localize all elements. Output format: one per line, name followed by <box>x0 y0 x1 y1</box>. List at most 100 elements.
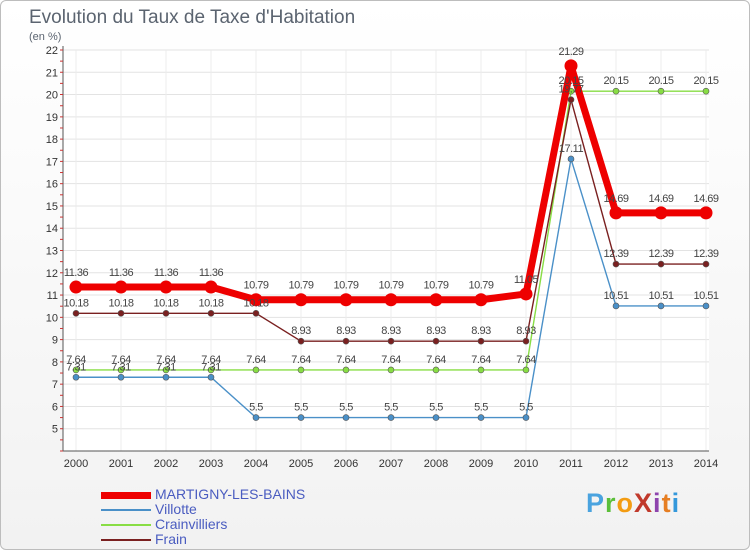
x-tick-label: 2013 <box>649 458 673 470</box>
data-point-villotte <box>657 302 665 310</box>
data-label-martigny-les-bains: 14.69 <box>693 193 718 205</box>
legend-label: Crainvilliers <box>155 516 228 532</box>
legend-swatch <box>101 509 151 511</box>
data-label-martigny-les-bains: 21.29 <box>558 46 583 58</box>
data-label-martigny-les-bains: 14.69 <box>603 193 628 205</box>
axes: 5 6 7 8 9 10 11 12 13 14 15 16 17 18 19 20 21 22 2000 2001 2… <box>46 45 718 470</box>
data-label-villotte: 7.31 <box>156 361 176 373</box>
data-label-frain: 8.93 <box>381 325 401 337</box>
data-label-frain: 10.18 <box>243 297 268 309</box>
data-label-martigny-les-bains: 10.79 <box>333 280 358 292</box>
data-point-villotte <box>612 302 620 310</box>
data-label-frain: 10.18 <box>63 297 88 309</box>
x-tick-label: 2014 <box>694 458 718 470</box>
data-label-frain: 12.39 <box>648 248 673 260</box>
data-point-frain <box>432 337 440 345</box>
data-label-villotte: 10.51 <box>603 290 628 302</box>
legend-label: Villotte <box>155 501 197 517</box>
data-point-martigny-les-bains <box>204 280 218 294</box>
data-label-martigny-les-bains: 10.79 <box>288 280 313 292</box>
data-point-frain <box>117 310 125 317</box>
data-point-villotte <box>252 414 260 421</box>
data-point-crainvilliers <box>522 366 530 374</box>
data-label-martigny-les-bains: 10.79 <box>243 280 268 292</box>
y-tick-label: 12 <box>46 268 58 280</box>
data-point-villotte <box>117 373 125 381</box>
logo-letter: P <box>586 488 606 518</box>
data-label-frain: 10.18 <box>198 297 223 309</box>
legend-label: MARTIGNY-LES-BAINS <box>155 486 306 502</box>
data-point-martigny-les-bains <box>519 287 533 301</box>
y-tick-label: 19 <box>46 112 58 124</box>
x-tick-label: 2004 <box>244 458 268 470</box>
data-label-crainvilliers: 7.64 <box>111 354 131 366</box>
legend-swatch <box>101 524 151 526</box>
y-tick-label: 20 <box>46 90 58 102</box>
data-point-villotte <box>522 414 530 421</box>
data-point-martigny-les-bains <box>69 280 83 294</box>
y-tick-label: 7 <box>52 379 58 391</box>
x-tick-label: 2001 <box>109 458 133 470</box>
data-label-crainvilliers: 7.64 <box>471 354 491 366</box>
data-label-martigny-les-bains: 11.36 <box>64 267 89 279</box>
legend-swatch <box>101 491 151 499</box>
y-tick-label: 6 <box>52 401 58 413</box>
data-label-martigny-les-bains: 14.69 <box>648 193 673 205</box>
data-point-martigny-les-bains <box>609 206 623 220</box>
y-tick-label: 8 <box>52 357 58 369</box>
y-tick-label: 22 <box>46 45 58 57</box>
data-label-frain: 8.93 <box>516 325 536 337</box>
data-point-crainvilliers <box>387 366 395 374</box>
data-label-villotte: 5.5 <box>429 402 443 414</box>
data-label-villotte: 17.11 <box>559 143 584 155</box>
data-label-villotte: 5.5 <box>384 402 398 414</box>
y-tick-label: 13 <box>46 246 58 258</box>
data-label-villotte: 5.5 <box>294 402 308 414</box>
data-point-martigny-les-bains <box>159 280 173 294</box>
x-tick-label: 2000 <box>64 458 88 470</box>
data-label-martigny-les-bains: 10.79 <box>468 280 493 292</box>
data-label-martigny-les-bains: 11.36 <box>154 267 179 279</box>
data-point-villotte <box>72 373 80 381</box>
data-point-martigny-les-bains <box>294 293 308 307</box>
logo-letter: i <box>653 488 662 518</box>
data-label-frain: 10.18 <box>153 297 178 309</box>
x-tick-label: 2007 <box>379 458 403 470</box>
grid <box>63 49 709 451</box>
chart-title: Evolution du Taux de Taxe d'Habitation <box>29 7 356 28</box>
logo-letter: o <box>616 488 635 518</box>
data-label-frain: 8.93 <box>471 325 491 337</box>
data-label-frain: 8.93 <box>291 325 311 337</box>
data-point-villotte <box>387 414 395 421</box>
data-label-crainvilliers: 7.64 <box>426 354 446 366</box>
data-point-frain <box>252 310 260 317</box>
data-point-frain <box>162 310 170 317</box>
data-label-crainvilliers: 7.64 <box>291 354 311 366</box>
data-point-crainvilliers <box>432 366 440 374</box>
data-label-villotte: 5.5 <box>474 402 488 414</box>
legend-swatch <box>101 539 151 541</box>
x-tick-label: 2012 <box>604 458 628 470</box>
data-label-crainvilliers: 7.64 <box>201 354 221 366</box>
x-tick-label: 2002 <box>154 458 178 470</box>
data-point-martigny-les-bains <box>654 206 668 220</box>
data-label-martigny-les-bains: 10.79 <box>423 280 448 292</box>
data-label-frain: 12.39 <box>603 248 628 260</box>
logo-letter: X <box>634 488 654 518</box>
data-point-villotte <box>342 414 350 421</box>
data-label-martigny-les-bains: 10.79 <box>378 280 403 292</box>
data-point-frain <box>567 96 575 103</box>
data-point-crainvilliers <box>162 366 170 374</box>
y-tick-label: 21 <box>46 67 58 79</box>
data-point-crainvilliers <box>252 366 260 374</box>
data-label-villotte: 7.31 <box>201 361 221 373</box>
data-point-martigny-les-bains <box>384 293 398 307</box>
data-label-crainvilliers: 20.15 <box>558 75 583 87</box>
data-label-crainvilliers: 7.64 <box>246 354 266 366</box>
x-tick-label: 2003 <box>199 458 223 470</box>
data-point-martigny-les-bains <box>339 293 353 307</box>
y-tick-label: 18 <box>46 134 58 146</box>
data-point-villotte <box>702 302 710 310</box>
data-point-frain <box>297 337 305 345</box>
